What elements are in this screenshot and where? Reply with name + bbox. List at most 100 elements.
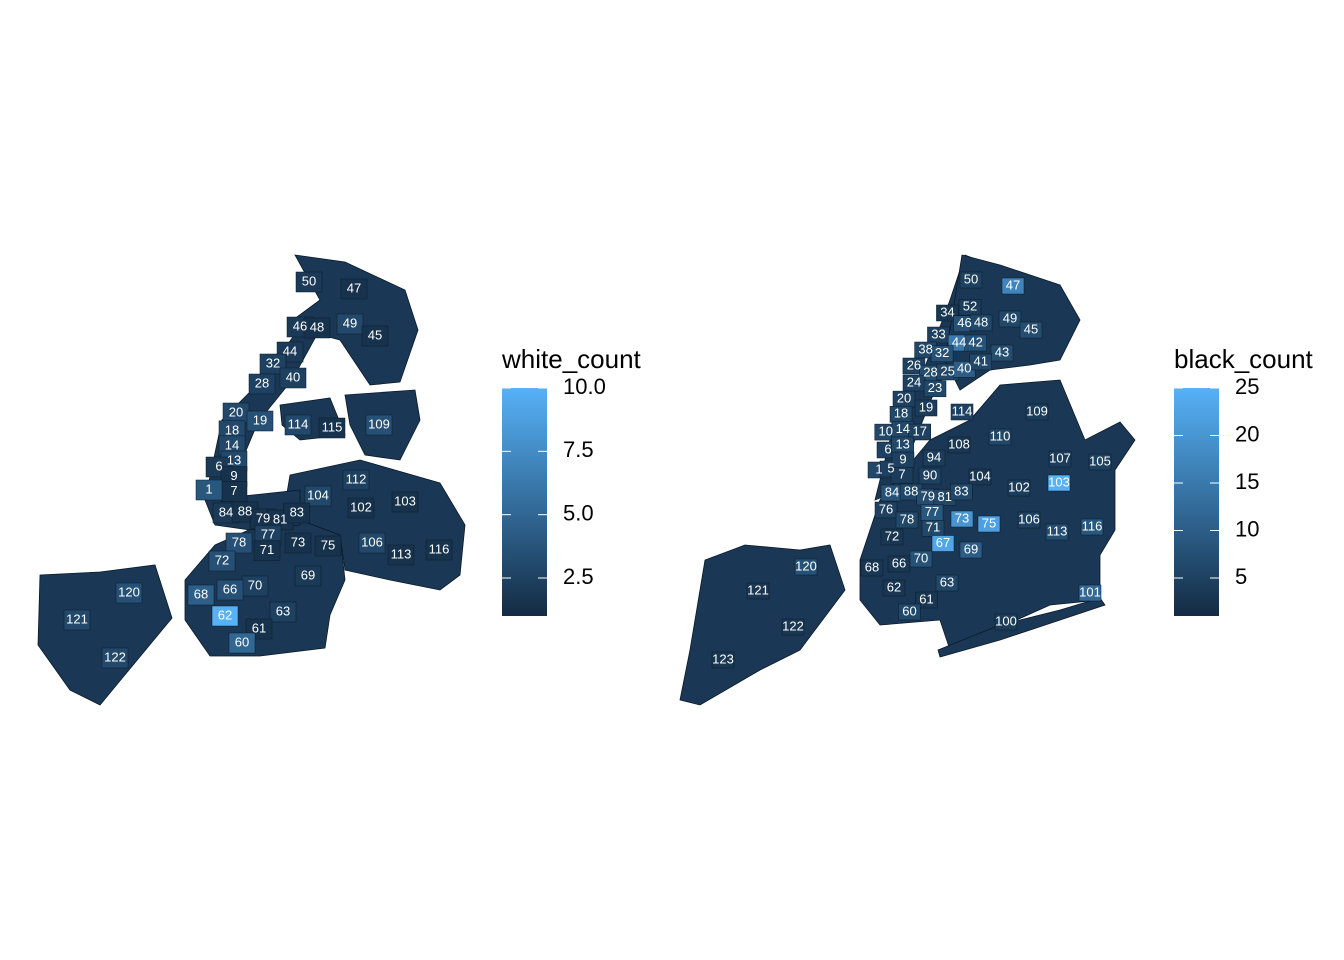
precinct-60-region — [898, 603, 921, 621]
precinct-label: 109 — [1026, 403, 1048, 418]
precinct-122-region — [101, 647, 129, 669]
precinct-label: 68 — [194, 586, 208, 601]
precinct-105-region — [1088, 453, 1112, 471]
precinct-label: 9 — [230, 468, 237, 483]
precinct-103-region — [1047, 474, 1071, 492]
precinct-104-region — [304, 485, 332, 507]
precinct-label: 63 — [276, 603, 290, 618]
precinct-label: 70 — [914, 550, 928, 565]
precinct-68-region — [860, 559, 884, 577]
precinct-72-region — [208, 550, 236, 572]
precinct-43-region — [990, 344, 1014, 362]
precinct-label: 70 — [248, 577, 262, 592]
precinct-94-region — [922, 449, 946, 467]
colorbar-legend: black_count 5 10 15 20 25 — [1174, 344, 1314, 616]
precinct-106-region — [1017, 511, 1041, 529]
precinct-41-region — [969, 353, 992, 371]
precinct-73-region — [950, 510, 974, 528]
precinct-75-region — [314, 535, 342, 557]
precinct-49-region — [336, 313, 364, 335]
precinct-66-region — [887, 555, 911, 573]
precinct-label: 41 — [973, 353, 987, 368]
colorbar-legend: white_count 2.5 5.0 7.5 10.0 — [501, 344, 642, 616]
precinct-107-region — [1048, 450, 1072, 468]
precinct-label: 110 — [990, 428, 1011, 443]
precinct-label: 43 — [995, 344, 1009, 359]
colorbar-tick-label: 20 — [1235, 421, 1259, 446]
precinct-label: 90 — [923, 467, 937, 482]
precinct-label: 73 — [955, 510, 969, 525]
precinct-label: 60 — [235, 634, 249, 649]
precinct-label: 60 — [902, 603, 916, 618]
precinct-label: 18 — [894, 406, 908, 421]
precinct-regions — [711, 271, 1112, 669]
precinct-109-region — [365, 414, 393, 436]
precinct-label: 72 — [215, 552, 229, 567]
precinct-62-region — [211, 605, 239, 627]
precinct-100-region — [994, 613, 1018, 631]
precinct-label: 108 — [948, 436, 970, 451]
colorbar-tick-label: 5.0 — [563, 500, 594, 525]
precinct-label: 26 — [907, 357, 921, 372]
precinct-label: 77 — [925, 504, 939, 519]
precinct-label: 84 — [219, 504, 233, 519]
precinct-label: 81 — [938, 489, 952, 504]
precinct-123-region — [711, 651, 735, 669]
precinct-115-region — [318, 417, 346, 439]
precinct-label: 68 — [865, 559, 879, 574]
precinct-42-region — [964, 334, 987, 352]
precinct-label: 69 — [964, 541, 978, 556]
legend-title: black_count — [1174, 344, 1314, 374]
precinct-label: 49 — [1003, 310, 1017, 325]
precinct-116-region — [1080, 518, 1104, 536]
precinct-label: 32 — [266, 355, 280, 370]
precinct-101-region — [1078, 584, 1102, 602]
precinct-90-region — [918, 467, 942, 485]
precinct-label: 44 — [283, 343, 297, 358]
precinct-label: 13 — [895, 436, 909, 451]
colorbar-tick-label: 7.5 — [563, 437, 594, 462]
precinct-122-region — [781, 618, 805, 636]
precinct-label: 1 — [205, 481, 212, 496]
precinct-78-region — [895, 511, 919, 529]
precinct-19-region — [246, 410, 274, 432]
colorbar-tick-label: 10.0 — [563, 374, 606, 399]
precinct-label: 1 — [875, 461, 882, 476]
precinct-63-region — [269, 601, 297, 623]
precinct-71-region — [253, 540, 281, 562]
precinct-68-region — [187, 584, 215, 606]
precinct-label: 114 — [288, 416, 309, 431]
precinct-label: 103 — [394, 493, 416, 508]
precinct-label: 71 — [260, 542, 274, 557]
precinct-76-region — [874, 501, 898, 519]
precinct-label: 112 — [346, 471, 367, 486]
precinct-17-region — [908, 423, 932, 441]
precinct-label: 20 — [897, 391, 911, 406]
precinct-label: 115 — [322, 419, 343, 434]
precinct-label: 94 — [927, 449, 941, 464]
precinct-label: 88 — [238, 503, 252, 518]
precinct-label: 63 — [940, 574, 954, 589]
precinct-108-region — [947, 436, 971, 454]
precinct-label: 106 — [1018, 511, 1040, 526]
precinct-63-region — [935, 574, 959, 592]
precinct-label: 42 — [968, 334, 982, 349]
precinct-label: 49 — [343, 315, 357, 330]
precinct-label: 52 — [963, 299, 977, 314]
precinct-66-region — [216, 579, 244, 601]
precinct-label: 75 — [982, 515, 996, 530]
precinct-label: 19 — [253, 412, 267, 427]
precinct-label: 78 — [900, 511, 914, 526]
precinct-label: 25 — [940, 363, 954, 378]
precinct-label: 84 — [885, 484, 899, 499]
precinct-label: 116 — [1082, 518, 1103, 533]
precinct-72-region — [880, 528, 904, 546]
precinct-label: 88 — [904, 483, 918, 498]
precinct-label: 28 — [923, 365, 937, 380]
precinct-label: 13 — [227, 452, 241, 467]
precinct-label: 116 — [429, 541, 450, 556]
precinct-114-region — [950, 403, 974, 421]
